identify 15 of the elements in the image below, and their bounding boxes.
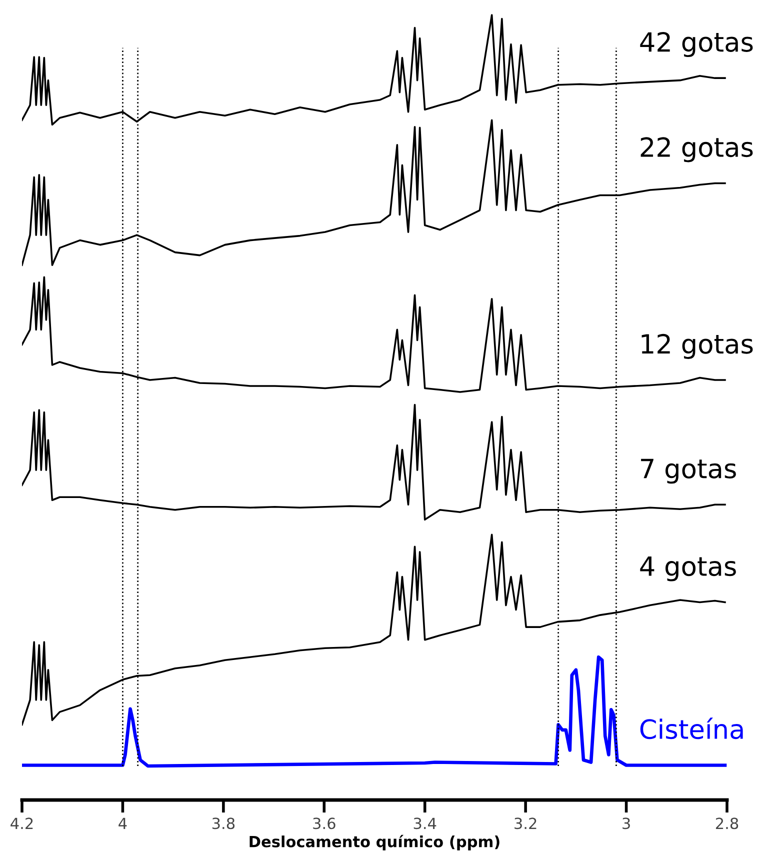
series-label: 4 gotas [640,556,736,582]
x-tick-label: 3.6 [313,818,336,830]
x-tick-label: 4.2 [10,818,33,829]
x-tick-label: 2.8 [716,818,738,830]
x-tick-label: 4 [118,818,127,829]
x-tick-label: 3 [622,818,630,830]
x-tick-label: 3.2 [514,818,536,830]
x-tick-label: 3.4 [414,818,436,830]
series-label: Cisteína [640,718,743,740]
x-tick-label: 3.8 [212,818,235,830]
x-axis-title: Deslocamento químico (ppm) [250,834,500,850]
series-label: 7 gotas [641,458,736,484]
series-label: 42 gotas [640,32,753,58]
series-label: 12 gotas [642,334,753,359]
series-label: 22 gotas [640,137,753,162]
